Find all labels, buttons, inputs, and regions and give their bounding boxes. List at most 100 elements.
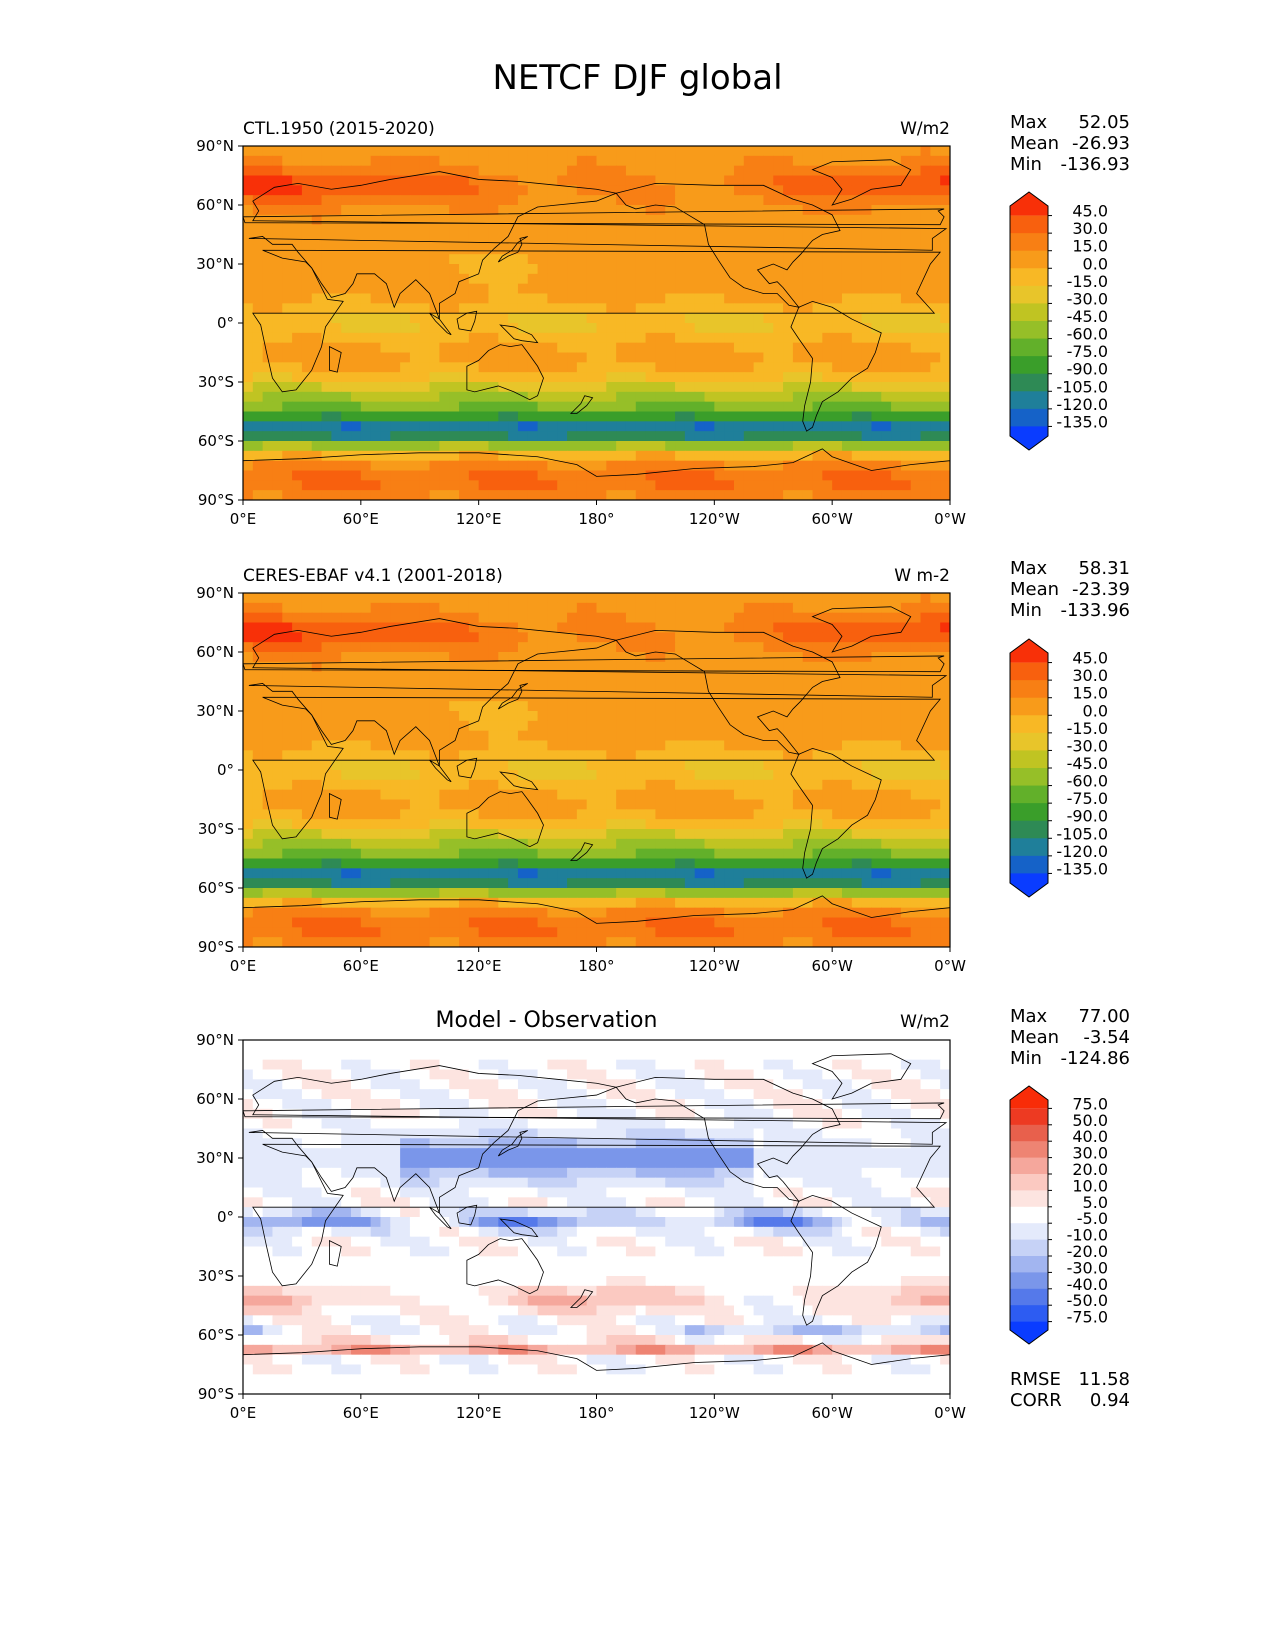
field-cell	[822, 789, 833, 801]
field-cell	[733, 779, 745, 791]
field-cell	[675, 809, 686, 820]
field-cell	[940, 612, 950, 624]
field-cell	[547, 622, 558, 633]
field-cell	[262, 323, 274, 334]
field-cell	[459, 421, 470, 432]
field-cell	[743, 602, 755, 614]
field-cell	[635, 244, 647, 255]
field-cell	[783, 799, 794, 810]
field-cell	[655, 146, 666, 157]
field-cell	[822, 431, 833, 442]
field-cell	[331, 829, 342, 840]
field-cell	[360, 234, 372, 245]
field-cell	[547, 490, 558, 500]
field-cell	[537, 602, 549, 614]
field-cell	[292, 799, 303, 810]
field-cell	[900, 642, 912, 653]
field-cell	[321, 195, 332, 206]
field-cell	[851, 175, 863, 186]
field-cell	[792, 868, 804, 879]
field-cell	[665, 671, 676, 683]
field-cell	[429, 770, 440, 781]
field-cell	[292, 382, 303, 393]
field-cell	[439, 352, 450, 363]
field-cell	[910, 691, 922, 702]
field-cell	[920, 450, 931, 462]
field-cell	[733, 642, 745, 653]
field-cell	[665, 661, 676, 673]
field-cell	[841, 809, 853, 820]
field-cell	[459, 362, 470, 373]
field-cell	[822, 878, 833, 889]
field-cell	[891, 313, 902, 324]
field-cell	[704, 214, 715, 226]
y-tick-label: 90°S	[198, 491, 234, 509]
field-cell	[282, 770, 293, 781]
field-cell	[714, 701, 725, 712]
field-cell	[459, 313, 470, 324]
field-cell	[625, 205, 637, 216]
field-cell	[508, 897, 519, 909]
field-cell	[272, 770, 283, 781]
field-cell	[429, 490, 440, 500]
field-cell	[341, 622, 352, 633]
field-cell	[616, 421, 627, 432]
field-cell	[527, 372, 539, 383]
field-cell	[351, 332, 362, 344]
field-cell	[655, 185, 666, 196]
field-cell	[370, 214, 382, 226]
field-cell	[252, 382, 264, 393]
field-cell	[429, 332, 440, 344]
field-cell	[655, 642, 666, 653]
field-cell	[930, 612, 941, 624]
field-cell	[773, 612, 784, 624]
field-cell	[459, 819, 470, 830]
field-cell	[940, 848, 950, 860]
field-cell	[517, 352, 529, 363]
field-cell	[675, 450, 686, 462]
field-cell	[792, 740, 804, 751]
field-cell	[832, 313, 843, 324]
field-cell	[282, 671, 293, 683]
field-cell	[694, 661, 706, 673]
field-cell	[301, 711, 313, 722]
field-cell	[390, 372, 401, 383]
field-cell	[272, 819, 283, 830]
field-cell	[449, 701, 460, 712]
field-cell	[675, 303, 686, 314]
colorbar-label: -135.0	[1056, 412, 1108, 431]
field-cell	[390, 740, 401, 751]
field-cell	[262, 593, 274, 604]
field-cell	[576, 740, 588, 751]
field-cell	[567, 661, 578, 673]
field-cell	[537, 681, 549, 692]
field-cell	[684, 770, 696, 781]
field-cell	[527, 382, 539, 393]
field-cell	[517, 391, 529, 403]
field-cell	[252, 342, 264, 354]
field-cell	[429, 224, 440, 236]
field-cell	[370, 264, 382, 275]
field-cell	[940, 431, 950, 442]
field-cell	[468, 480, 480, 491]
field-cell	[390, 711, 401, 722]
field-cell	[498, 701, 509, 712]
field-cell	[606, 382, 617, 393]
field-cell	[439, 711, 450, 722]
field-cell	[576, 809, 588, 820]
field-cell	[341, 760, 352, 771]
field-cell	[419, 888, 431, 899]
field-cell	[616, 593, 627, 604]
field-cell	[557, 480, 568, 491]
field-cell	[351, 799, 362, 810]
field-cell	[635, 450, 647, 462]
field-cell	[439, 760, 450, 771]
field-cell	[400, 244, 411, 255]
field-cell	[429, 441, 440, 452]
field-cell	[930, 342, 941, 354]
coastline-nz	[570, 395, 594, 414]
field-cell	[390, 244, 401, 255]
field-cell	[832, 234, 843, 245]
field-cell	[557, 711, 568, 722]
field-cell	[684, 323, 696, 334]
